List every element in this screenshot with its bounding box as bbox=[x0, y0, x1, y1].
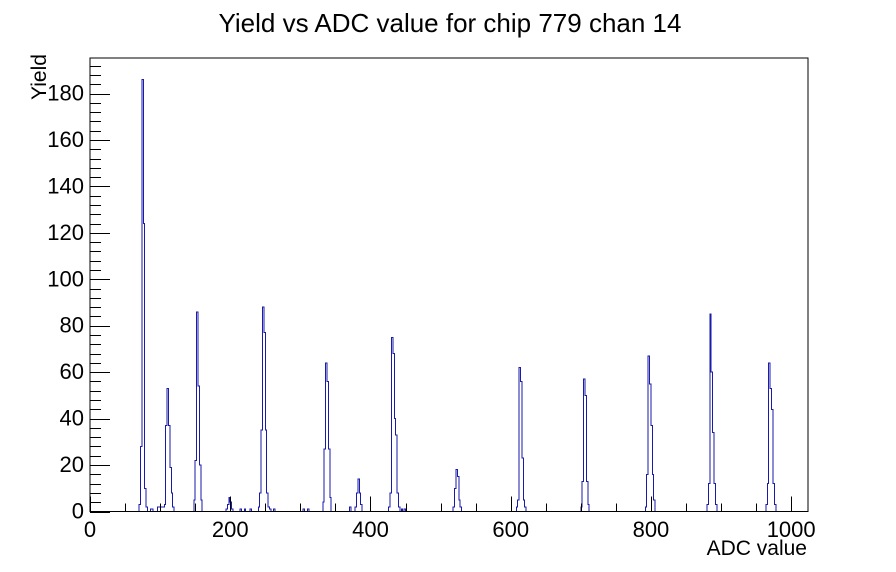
y-tick-label: 60 bbox=[60, 359, 84, 384]
y-axis-title: Yield bbox=[28, 54, 51, 100]
x-tick-label: 600 bbox=[492, 517, 529, 542]
y-tick-label: 0 bbox=[72, 499, 84, 524]
x-tick-label: 800 bbox=[633, 517, 670, 542]
y-tick-label: 100 bbox=[47, 266, 84, 291]
y-tick-label: 140 bbox=[47, 173, 84, 198]
x-tick-label: 400 bbox=[352, 517, 389, 542]
axis-ticks bbox=[90, 66, 792, 513]
x-tick-label: 1000 bbox=[767, 517, 816, 542]
chart-title: Yield vs ADC value for chip 779 chan 14 bbox=[219, 8, 682, 38]
x-axis-title: ADC value bbox=[707, 537, 807, 560]
y-tick-label: 40 bbox=[60, 406, 84, 431]
axis-tick-labels: 0 200 400 600 800 1000 0 20 40 60 80 100 120 140 160 18… bbox=[47, 81, 815, 542]
y-tick-label: 160 bbox=[47, 127, 84, 152]
histogram-line bbox=[90, 79, 808, 512]
x-tick-label: 0 bbox=[84, 517, 96, 542]
y-tick-label: 120 bbox=[47, 220, 84, 245]
y-tick-label: 20 bbox=[60, 452, 84, 477]
y-tick-label: 80 bbox=[60, 313, 84, 338]
plot-frame bbox=[89, 57, 809, 512]
x-tick-label: 200 bbox=[212, 517, 249, 542]
y-tick-label: 180 bbox=[47, 81, 84, 106]
